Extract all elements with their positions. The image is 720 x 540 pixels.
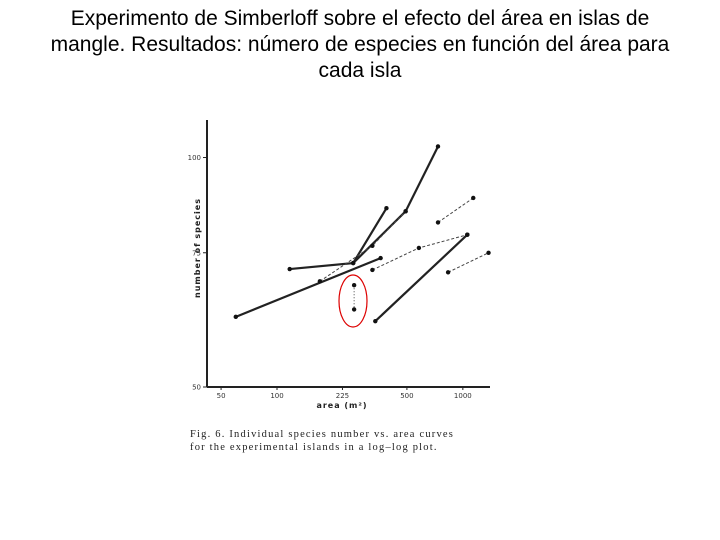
data-point <box>233 314 238 320</box>
data-point <box>287 266 292 272</box>
data-point <box>384 206 389 211</box>
y-tick-label: 100 <box>188 154 201 162</box>
data-point <box>403 209 408 214</box>
data-point <box>370 267 375 273</box>
x-tick-label: 225 <box>336 392 349 400</box>
series-line <box>374 233 469 322</box>
y-tick-label: 50 <box>192 384 201 392</box>
series-line <box>352 145 439 264</box>
data-point <box>445 270 451 275</box>
series-line <box>447 252 489 273</box>
data-point <box>350 260 356 266</box>
data-point <box>317 279 323 284</box>
data-point <box>370 243 375 248</box>
highlight-ellipse <box>338 274 368 328</box>
data-point <box>351 283 357 288</box>
data-point <box>351 307 357 312</box>
data-point <box>373 318 378 324</box>
data-point <box>416 245 422 251</box>
caption: for the experimental islands in a log–lo… <box>190 442 438 453</box>
x-axis-label: area (m²) <box>316 401 367 410</box>
slide-title: Experimento de Simberloff sobre el efect… <box>50 7 670 82</box>
data-point <box>465 232 470 237</box>
caption: Fig. 6. Individual species number vs. ar… <box>190 429 454 440</box>
series-line <box>372 234 468 271</box>
y-axis-label: number of species <box>193 198 202 298</box>
series-line <box>319 210 406 282</box>
data-point <box>486 250 491 255</box>
series-line <box>289 207 388 271</box>
data-point <box>435 144 441 149</box>
data-point <box>471 195 476 201</box>
y-tick-label: 75 <box>192 249 201 257</box>
data-point <box>378 255 383 261</box>
series-line <box>437 197 474 223</box>
data-point <box>435 220 441 225</box>
x-tick-label: 1000 <box>454 392 472 400</box>
x-tick-label: 500 <box>400 392 413 400</box>
x-tick-label: 50 <box>217 392 226 400</box>
series-line <box>235 257 382 318</box>
x-tick-label: 100 <box>270 392 283 400</box>
